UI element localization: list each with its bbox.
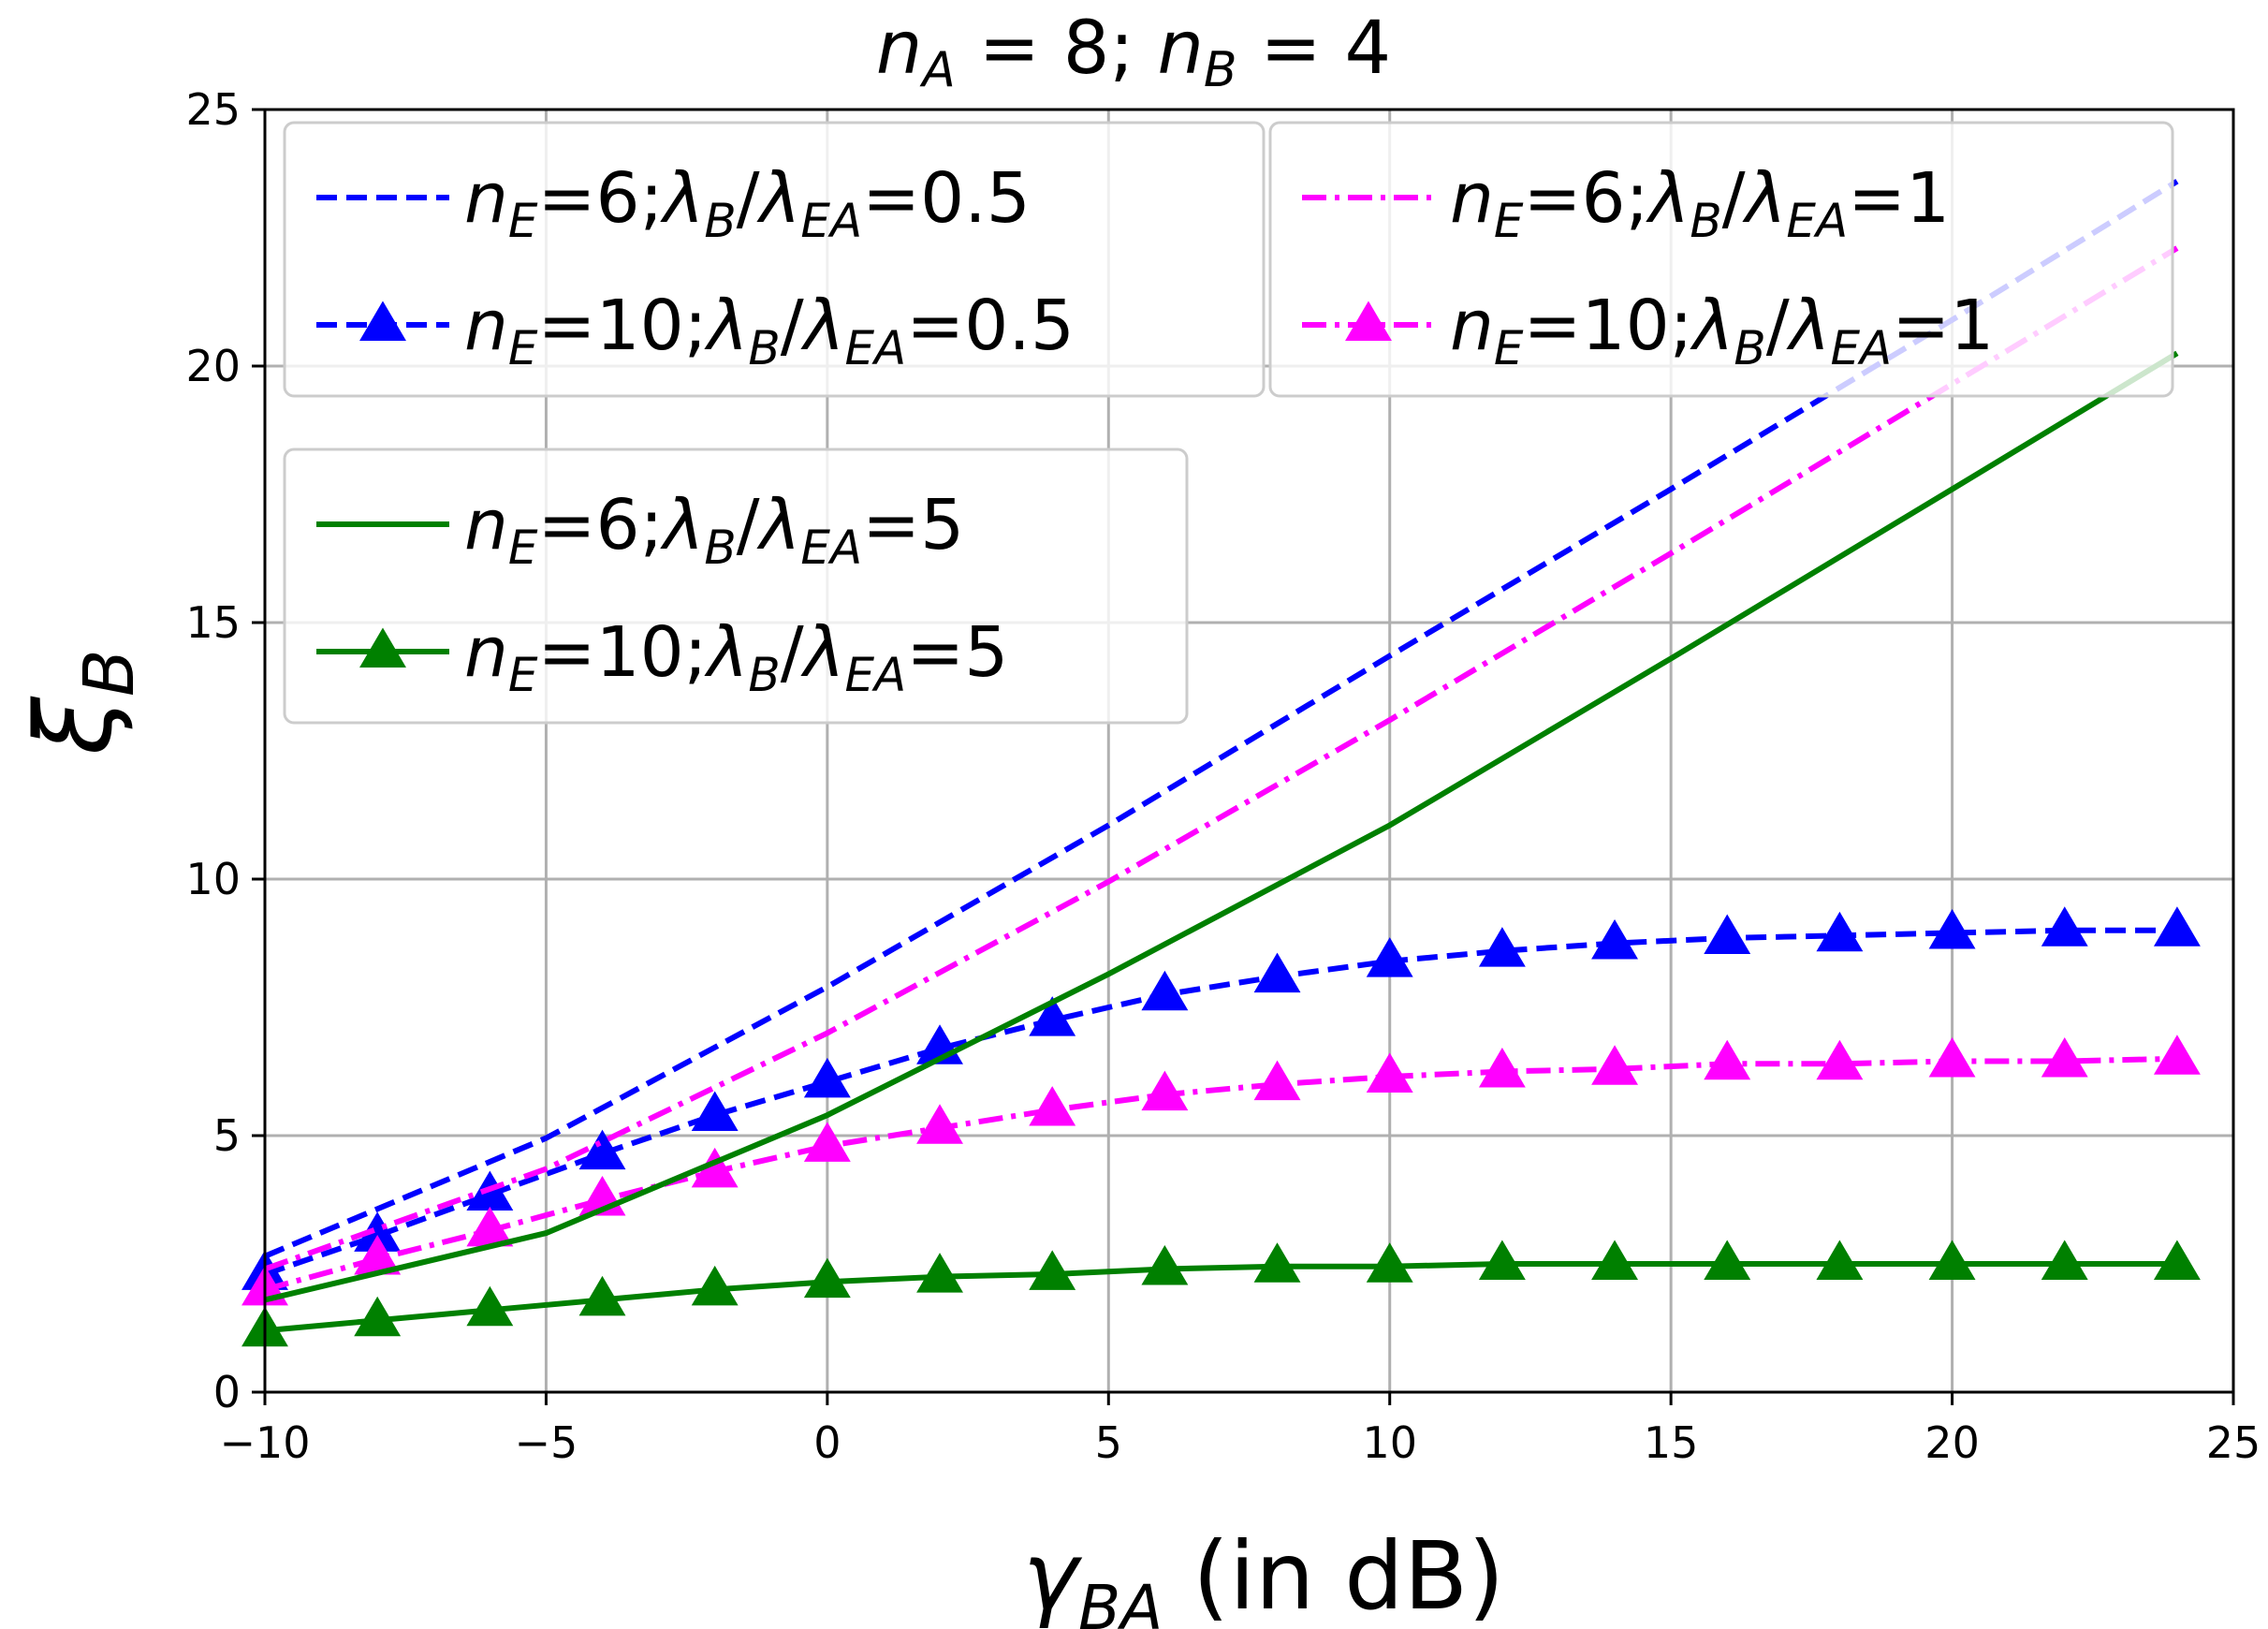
y-axis-label: ξB: [14, 649, 150, 756]
y-tick-label: 15: [185, 597, 241, 648]
chart-title: nA = 8; nB = 4: [876, 7, 1391, 98]
data-point-marker: [1366, 1242, 1413, 1283]
data-point-marker: [1928, 1240, 1976, 1280]
data-point-marker: [1591, 1045, 1639, 1085]
data-point-marker: [1253, 1242, 1301, 1283]
legend-group-1: nE=6;λB/λEA=1 nE=10;λB/λEA=1: [1268, 121, 2174, 398]
legend: nE=6;λB/λEA=0.5nE=10;λB/λEA=0.5nE=6;λB/λ…: [283, 121, 2174, 725]
legend-label: nE=10;λB/λEA=0.5: [464, 286, 1075, 375]
series-3: [241, 1035, 2201, 1306]
series-line: [264, 927, 2177, 1277]
x-tick-label: 25: [2206, 1417, 2261, 1468]
series-line: [264, 1055, 2177, 1293]
data-point-marker: [1478, 927, 1526, 967]
data-point-marker: [2153, 1240, 2201, 1280]
legend-label: nE=6;λB/λEA=1: [1450, 158, 1950, 248]
series-line: [264, 350, 2179, 1303]
data-point-marker: [1141, 970, 1189, 1011]
data-point-marker: [1704, 1039, 1751, 1080]
data-point-marker: [2153, 1035, 2201, 1075]
legend-label: nE=6;λB/λEA=0.5: [464, 158, 1031, 248]
data-point-marker: [1253, 1060, 1301, 1101]
y-tick-label: 10: [185, 854, 241, 904]
data-point-marker: [1141, 1244, 1189, 1285]
data-point-marker: [2041, 906, 2088, 947]
data-point-marker: [354, 1296, 402, 1337]
series-2: [263, 245, 2179, 1272]
x-tick-label: 20: [1924, 1417, 1980, 1468]
legend-group-2: nE=6;λB/λEA=5 nE=10;λB/λEA=5: [283, 448, 1189, 725]
x-tick-label: 5: [1095, 1417, 1122, 1468]
data-point-marker: [578, 1129, 626, 1170]
series-line: [264, 1261, 2177, 1334]
data-point-marker: [803, 1257, 851, 1299]
data-point-marker: [2041, 1240, 2088, 1280]
data-point-marker: [1591, 918, 1639, 960]
y-tick-label: 0: [213, 1367, 241, 1417]
x-tick-label: 10: [1362, 1417, 1417, 1468]
x-tick-label: −10: [219, 1417, 310, 1468]
series-5: [241, 1240, 2201, 1347]
data-point-marker: [1928, 909, 1976, 949]
legend-marker: [1345, 301, 1392, 341]
data-point-marker: [1029, 1250, 1076, 1290]
data-point-marker: [1704, 914, 1751, 954]
series-4: [264, 350, 2179, 1303]
data-point-marker: [1816, 911, 1864, 952]
legend-label: nE=6;λB/λEA=5: [464, 485, 964, 575]
legend-box: [283, 448, 1189, 725]
data-point-marker: [1928, 1037, 1976, 1078]
plot-frame: [263, 108, 2235, 1394]
data-point-marker: [578, 1275, 626, 1316]
data-point-marker: [1704, 1240, 1751, 1280]
data-point-marker: [1591, 1240, 1639, 1280]
data-point-marker: [1478, 1240, 1526, 1280]
legend-group-0: nE=6;λB/λEA=0.5 nE=10;λB/λEA=0.5: [283, 121, 1266, 398]
x-tick-label: 0: [813, 1417, 841, 1468]
legend-marker: [359, 301, 406, 341]
legend-marker: [359, 627, 406, 668]
x-tick-label: 15: [1644, 1417, 1699, 1468]
data-point-marker: [466, 1285, 514, 1327]
legend-label: nE=10;λB/λEA=1: [1450, 286, 1994, 375]
axis-ticks: −10 −5 0 5 10 15 20 25 0 5 10 15 20 25: [185, 84, 2261, 1468]
data-point-marker: [916, 1253, 963, 1293]
data-point-marker: [803, 1057, 851, 1098]
legend-box: [283, 121, 1266, 398]
series-line: [263, 245, 2179, 1272]
data-point-marker: [1816, 1039, 1864, 1080]
data-point-marker: [1366, 937, 1413, 977]
data-point-marker: [1029, 1086, 1076, 1126]
data-point-marker: [1029, 996, 1076, 1036]
data-point-marker: [1366, 1052, 1413, 1093]
data-point-marker: [1816, 1240, 1864, 1280]
data-point-marker: [1253, 952, 1301, 993]
data-point-marker: [1478, 1047, 1526, 1088]
y-tick-label: 20: [185, 341, 241, 391]
y-tick-label: 5: [213, 1110, 241, 1161]
data-point-marker: [1141, 1070, 1189, 1111]
data-point-marker: [691, 1265, 739, 1306]
x-axis-label: γBA (in dB): [1023, 1521, 1504, 1629]
legend-box: [1268, 121, 2174, 398]
series-1: [241, 906, 2201, 1290]
legend-label: nE=10;λB/λEA=5: [464, 612, 1008, 702]
data-point-marker: [2153, 906, 2201, 947]
series-layer: [241, 179, 2201, 1347]
data-point-marker: [803, 1122, 851, 1162]
y-tick-label: 25: [185, 84, 241, 135]
data-point-marker: [691, 1091, 739, 1132]
data-point-marker: [2041, 1037, 2088, 1078]
data-point-marker: [916, 1104, 963, 1144]
x-tick-label: −5: [515, 1417, 578, 1468]
